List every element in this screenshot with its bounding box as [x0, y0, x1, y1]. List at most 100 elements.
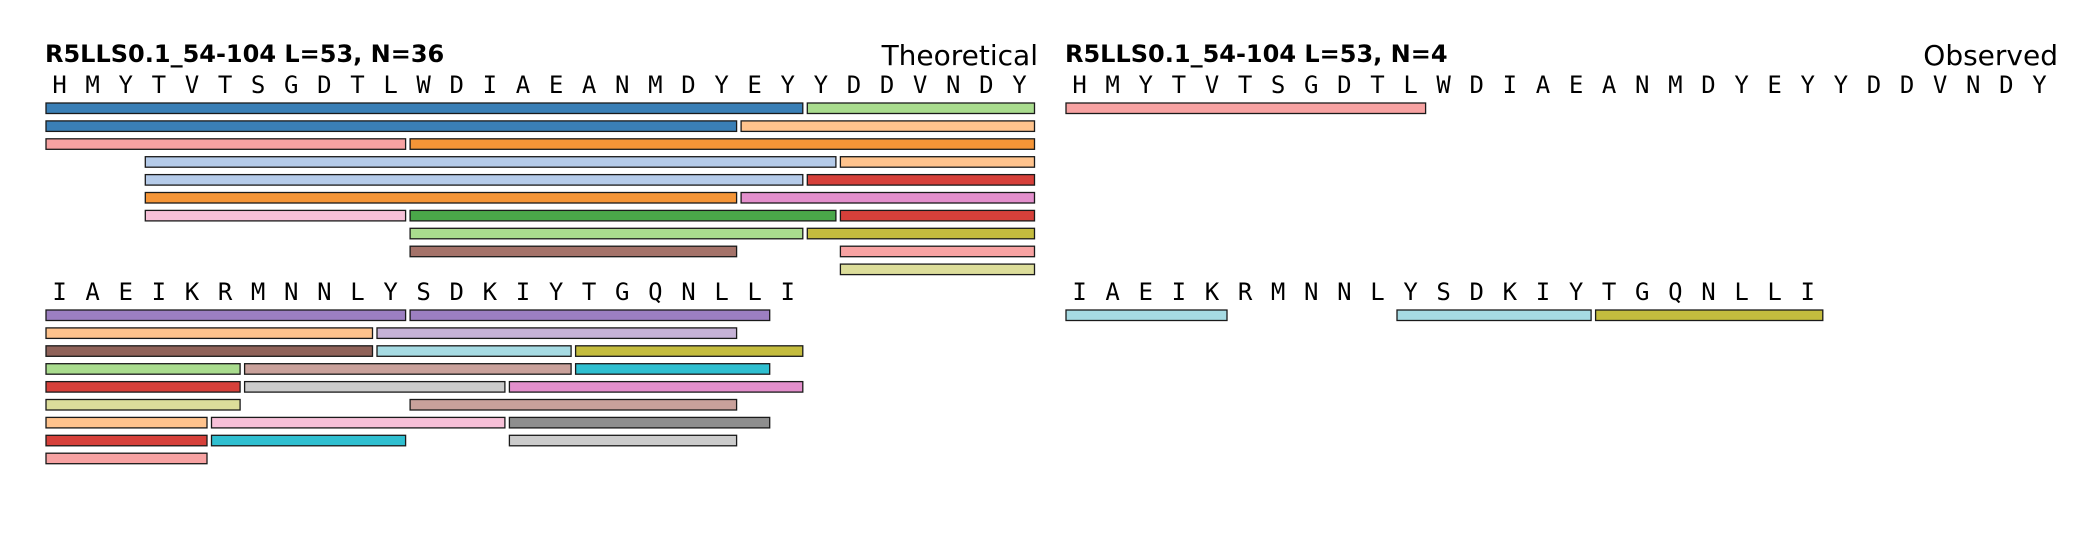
- peptide-bar: [376, 345, 572, 357]
- residue-letter: Y: [1801, 71, 1816, 99]
- peptide-bar: [144, 173, 804, 186]
- residue-letter: R: [1238, 278, 1253, 306]
- residue-letter: V: [185, 71, 199, 99]
- residue-letter: T: [350, 71, 364, 99]
- residue-letter: G: [1635, 278, 1649, 306]
- residue-letter: N: [1337, 278, 1351, 306]
- peptide-bar: [839, 156, 1036, 168]
- residue-letter: A: [516, 71, 531, 99]
- residue-letter: T: [1370, 71, 1384, 99]
- residue-letter: T: [1172, 71, 1186, 99]
- residue-letter: D: [450, 71, 464, 99]
- peptide-bar: [1396, 309, 1592, 322]
- residue-letter: T: [152, 71, 166, 99]
- residue-letter: Y: [714, 71, 729, 99]
- residue-letter: K: [1205, 278, 1220, 306]
- residue-letter: Y: [1139, 71, 1154, 99]
- residue-letter: V: [913, 71, 927, 99]
- peptide-bar: [45, 363, 241, 375]
- residue-letter: T: [1238, 71, 1252, 99]
- residue-letter: T: [582, 278, 596, 306]
- residue-letter: T: [218, 71, 232, 99]
- peptide-bar: [243, 380, 506, 393]
- peptide-bar: [144, 156, 837, 168]
- peptide-bar: [409, 309, 771, 322]
- residue-letter: L: [1734, 278, 1748, 306]
- residue-letter: G: [615, 278, 629, 306]
- residue-letter: D: [1701, 71, 1715, 99]
- residue-letter: N: [946, 71, 960, 99]
- residue-letter: I: [483, 71, 497, 99]
- residue-letter: V: [1933, 71, 1947, 99]
- residue-letter: L: [383, 71, 397, 99]
- peptide-bar: [45, 345, 374, 357]
- peptide-bar: [45, 434, 208, 447]
- residue-letter: S: [1436, 278, 1450, 306]
- residue-letter: D: [880, 71, 894, 99]
- residue-letter: N: [1304, 278, 1318, 306]
- peptide-bar: [806, 227, 1036, 240]
- peptide-bar: [740, 120, 1036, 133]
- peptide-bar: [376, 327, 738, 340]
- residue-letter: Y: [549, 278, 564, 306]
- peptide-bar: [806, 102, 1036, 115]
- peptide-bar: [839, 245, 1036, 258]
- peptide-bar: [45, 452, 208, 465]
- residue-letter: I: [1172, 278, 1186, 306]
- peptide-bar: [508, 434, 738, 447]
- residue-letter: D: [1900, 71, 1914, 99]
- peptide-bar: [45, 309, 407, 322]
- peptide-bar: [740, 191, 1036, 204]
- residue-letter: R: [218, 278, 233, 306]
- residue-letter: A: [85, 278, 100, 306]
- residue-letter: A: [582, 71, 597, 99]
- residue-letter: D: [1337, 71, 1351, 99]
- residue-letter: Y: [1403, 278, 1418, 306]
- residue-letter: D: [317, 71, 331, 99]
- residue-letter: Q: [648, 278, 662, 306]
- residue-letter: Y: [814, 71, 829, 99]
- peptide-bar: [508, 416, 771, 429]
- residue-letter: I: [1801, 278, 1815, 306]
- peptide-bar: [1065, 102, 1427, 115]
- residue-letter: L: [350, 278, 364, 306]
- residue-letter: E: [549, 71, 563, 99]
- peptide-bar: [210, 434, 407, 447]
- peptide-bar: [45, 416, 208, 429]
- peptide-bar: [45, 380, 241, 393]
- residue-letter: L: [1403, 71, 1417, 99]
- residue-letter: L: [747, 278, 761, 306]
- residue-letter: T: [1602, 278, 1616, 306]
- residue-letter: N: [1966, 71, 1980, 99]
- residue-letter: I: [781, 278, 795, 306]
- residue-letter: S: [251, 71, 265, 99]
- residue-letter: D: [979, 71, 993, 99]
- residue-letter: N: [615, 71, 629, 99]
- peptide-bar: [806, 173, 1036, 186]
- residue-letter: M: [1105, 71, 1119, 99]
- peptide-bar: [45, 327, 374, 340]
- residue-letter: W: [416, 71, 431, 99]
- residue-letter: I: [1072, 278, 1086, 306]
- residue-letter: N: [681, 278, 695, 306]
- residue-letter: N: [284, 278, 298, 306]
- residue-letter: Y: [1569, 278, 1584, 306]
- residue-letter: Q: [1668, 278, 1682, 306]
- residue-letter: N: [1635, 71, 1649, 99]
- residue-letter: D: [1470, 278, 1484, 306]
- residue-letter: D: [1470, 71, 1484, 99]
- peptide-bar: [409, 138, 1036, 150]
- residue-letter: N: [317, 278, 331, 306]
- residue-letter: N: [1701, 278, 1715, 306]
- residue-letter: I: [1536, 278, 1550, 306]
- residue-letter: E: [1767, 71, 1781, 99]
- residue-letter: E: [1139, 278, 1153, 306]
- peptide-bar: [409, 245, 738, 258]
- peptide-bar: [45, 120, 738, 133]
- peptide-bar: [243, 363, 572, 375]
- theoretical-panel-title: R5LLS0.1_54-104 L=53, N=36: [45, 40, 444, 68]
- residue-letter: K: [483, 278, 498, 306]
